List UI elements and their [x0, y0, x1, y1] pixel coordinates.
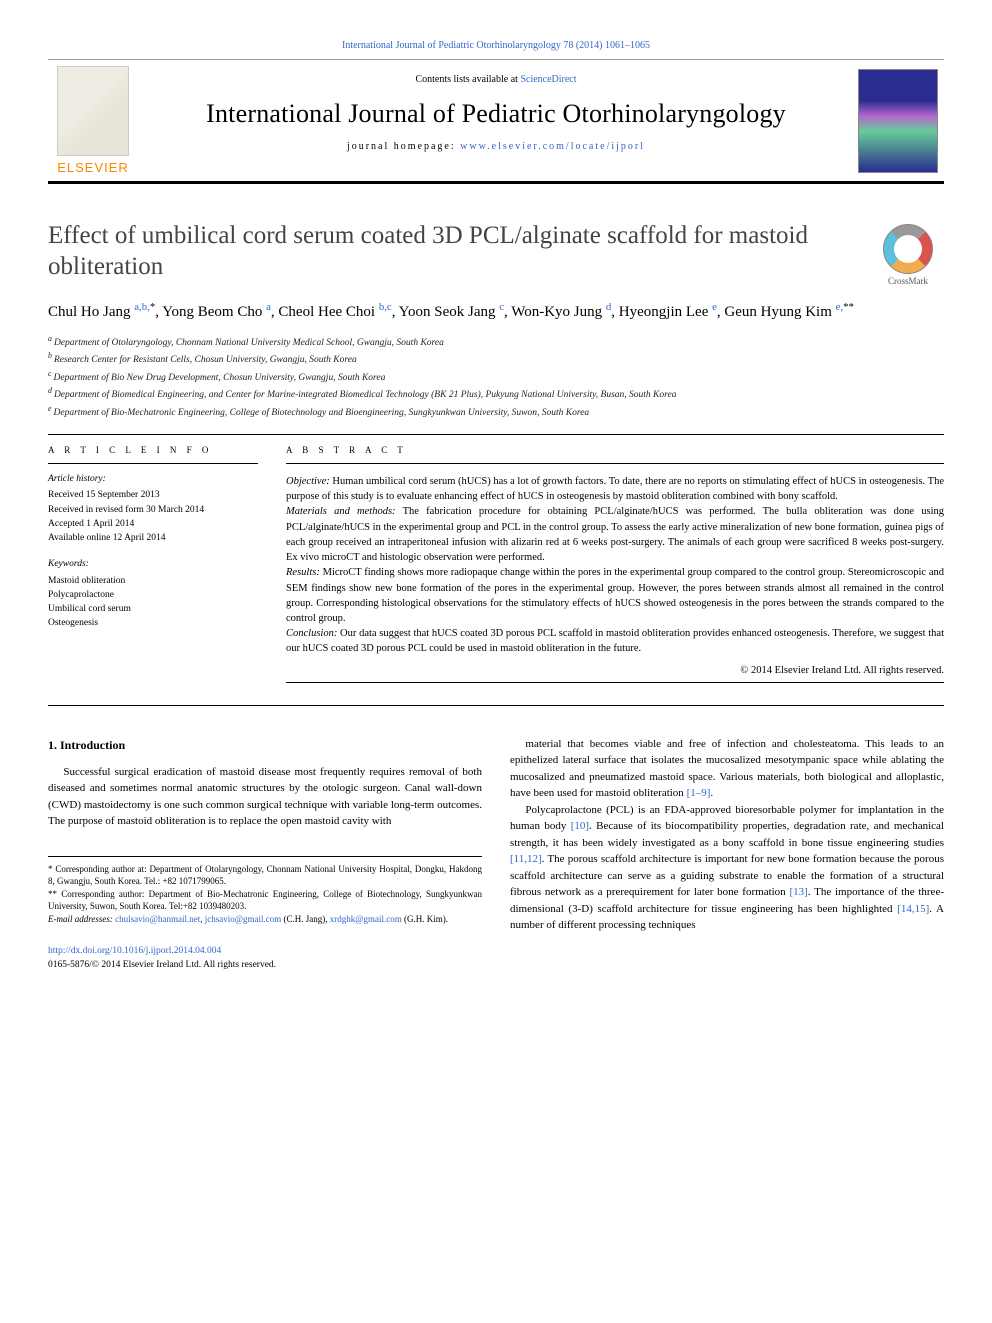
email-link[interactable]: xrdghk@gmail.com — [330, 914, 402, 924]
affiliation-line: c Department of Bio New Drug Development… — [48, 368, 944, 385]
keywords-title: Keywords: — [48, 557, 258, 571]
history-line: Accepted 1 April 2014 — [48, 517, 258, 531]
ref-link[interactable]: [14,15] — [897, 903, 929, 915]
journal-cover-icon — [858, 69, 938, 173]
history-line: Available online 12 April 2014 — [48, 531, 258, 545]
abstract-copyright: © 2014 Elsevier Ireland Ltd. All rights … — [286, 665, 944, 676]
affiliation-line: a Department of Otolaryngology, Chonnam … — [48, 333, 944, 350]
footnote-corresp1: * Corresponding author at: Department of… — [48, 863, 482, 888]
divider — [286, 682, 944, 683]
body-paragraph: Polycaprolactone (PCL) is an FDA-approve… — [510, 802, 944, 934]
divider — [48, 463, 258, 464]
keyword-line: Osteogenesis — [48, 616, 258, 630]
abs-results: MicroCT finding shows more radiopaque ch… — [286, 567, 944, 624]
abs-conclusion-label: Conclusion: — [286, 628, 337, 639]
affiliation-line: b Research Center for Resistant Cells, C… — [48, 350, 944, 367]
footnotes: * Corresponding author at: Department of… — [48, 856, 482, 926]
journal-name: International Journal of Pediatric Otorh… — [146, 99, 846, 129]
abs-objective-label: Objective: — [286, 476, 330, 487]
abstract-body: Objective: Human umbilical cord serum (h… — [286, 474, 944, 657]
crossmark-label: CrossMark — [872, 276, 944, 286]
email-link[interactable]: chulsavio@hanmail.net — [115, 914, 200, 924]
footnote-emails: E-mail addresses: chulsavio@hanmail.net,… — [48, 913, 482, 926]
history-lines: Received 15 September 2013Received in re… — [48, 488, 258, 545]
contents-line: Contents lists available at ScienceDirec… — [146, 74, 846, 85]
affiliation-line: d Department of Biomedical Engineering, … — [48, 385, 944, 402]
contents-prefix: Contents lists available at — [415, 74, 520, 85]
homepage-link[interactable]: www.elsevier.com/locate/ijporl — [460, 141, 645, 152]
sciencedirect-link[interactable]: ScienceDirect — [520, 74, 576, 85]
ref-link[interactable]: [11,12] — [510, 853, 542, 865]
keyword-lines: Mastoid obliterationPolycaprolactoneUmbi… — [48, 574, 258, 631]
keyword-line: Polycaprolactone — [48, 588, 258, 602]
history-line: Received in revised form 30 March 2014 — [48, 503, 258, 517]
article-title: Effect of umbilical cord serum coated 3D… — [48, 220, 854, 283]
publisher-box: ELSEVIER — [48, 60, 138, 181]
running-head: International Journal of Pediatric Otorh… — [48, 40, 944, 51]
body-paragraph: material that becomes viable and free of… — [510, 736, 944, 802]
article-info-label: A R T I C L E I N F O — [48, 445, 258, 455]
doi-link[interactable]: http://dx.doi.org/10.1016/j.ijporl.2014.… — [48, 946, 221, 956]
homepage-line: journal homepage: www.elsevier.com/locat… — [146, 141, 846, 152]
divider — [48, 434, 944, 435]
ref-link[interactable]: [10] — [571, 820, 589, 832]
abs-objective: Human umbilical cord serum (hUCS) has a … — [286, 476, 944, 502]
ref-link[interactable]: [13] — [789, 886, 807, 898]
affiliation-list: a Department of Otolaryngology, Chonnam … — [48, 333, 944, 420]
body-col-right: material that becomes viable and free of… — [510, 736, 944, 972]
history-title: Article history: — [48, 472, 258, 486]
body-col-left: 1. Introduction Successful surgical erad… — [48, 736, 482, 972]
ref-link[interactable]: [1–9] — [687, 787, 711, 799]
email-label: E-mail addresses: — [48, 914, 115, 924]
affiliation-line: e Department of Bio-Mechatronic Engineer… — [48, 403, 944, 420]
history-line: Received 15 September 2013 — [48, 488, 258, 502]
article-info-panel: A R T I C L E I N F O Article history: R… — [48, 445, 258, 683]
cover-box — [854, 60, 944, 181]
crossmark-widget[interactable]: CrossMark — [872, 224, 944, 286]
running-head-link[interactable]: International Journal of Pediatric Otorh… — [342, 40, 650, 51]
abs-conclusion: Our data suggest that hUCS coated 3D por… — [286, 628, 944, 654]
thick-divider — [48, 705, 944, 706]
footnote-corresp2: ** Corresponding author: Department of B… — [48, 888, 482, 913]
body-paragraph: Successful surgical eradication of masto… — [48, 764, 482, 830]
divider — [286, 463, 944, 464]
elsevier-label: ELSEVIER — [57, 160, 129, 175]
header-center: Contents lists available at ScienceDirec… — [138, 60, 854, 181]
keyword-line: Umbilical cord serum — [48, 602, 258, 616]
abstract-label: A B S T R A C T — [286, 445, 944, 455]
homepage-prefix: journal homepage: — [347, 141, 460, 152]
abs-results-label: Results: — [286, 567, 320, 578]
abs-methods-label: Materials and methods: — [286, 506, 396, 517]
doi-block: http://dx.doi.org/10.1016/j.ijporl.2014.… — [48, 944, 482, 973]
elsevier-tree-icon — [57, 66, 129, 156]
journal-header: ELSEVIER Contents lists available at Sci… — [48, 59, 944, 184]
author-list: Chul Ho Jang a,b,*, Yong Beom Cho a, Che… — [48, 300, 944, 323]
issn-line: 0165-5876/© 2014 Elsevier Ireland Ltd. A… — [48, 960, 276, 970]
abstract-panel: A B S T R A C T Objective: Human umbilic… — [286, 445, 944, 683]
email-link[interactable]: jchsavio@gmail.com — [205, 914, 282, 924]
section-heading: 1. Introduction — [48, 736, 482, 754]
keyword-line: Mastoid obliteration — [48, 574, 258, 588]
crossmark-icon — [883, 224, 933, 274]
